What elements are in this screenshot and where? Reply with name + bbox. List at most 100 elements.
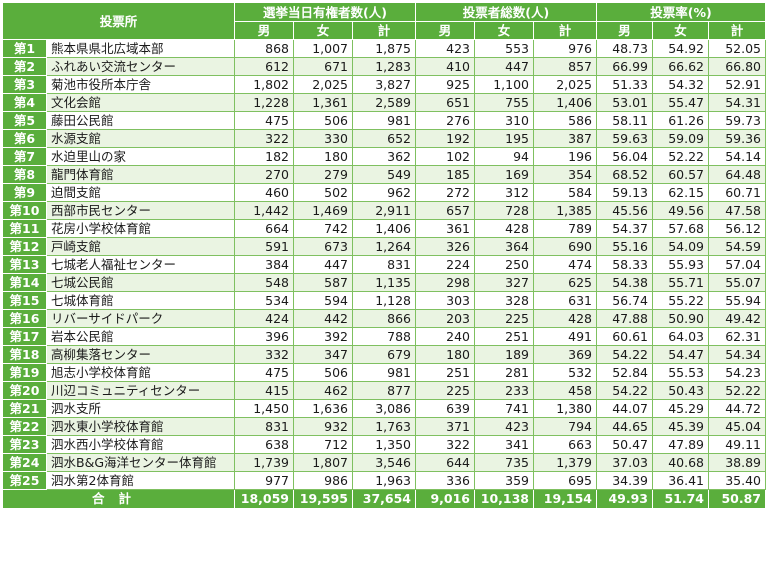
table-row: 第7 水迫里山の家 182 180 362 102 94 196 56.04 52.22 54.14 <box>2 147 767 166</box>
rate-total-cell: 49.42 <box>708 309 767 328</box>
station-number: 第13 <box>2 255 47 274</box>
station-name: 熊本県県北広域本部 <box>45 39 236 58</box>
voters-total-cell: 1,875 <box>352 39 417 58</box>
voters-male-cell: 1,739 <box>234 453 295 472</box>
table-row: 第16 リバーサイドパーク 424 442 866 203 225 428 47.88 50.90… <box>2 309 767 328</box>
rate-total-cell: 49.11 <box>708 435 767 454</box>
voters-total-cell: 788 <box>352 327 417 346</box>
station-name: 七城公民館 <box>45 273 236 292</box>
votes-male-cell: 251 <box>415 363 476 382</box>
voters-female-cell: 986 <box>293 471 354 490</box>
voters-female-cell: 742 <box>293 219 354 238</box>
voters-male-cell: 475 <box>234 363 295 382</box>
voters-total-cell: 679 <box>352 345 417 364</box>
table-body: 第1 熊本県県北広域本部 868 1,007 1,875 423 553 976 48.73 54… <box>2 39 767 490</box>
header-votes: 投票者総数(人) <box>415 2 598 22</box>
voters-total-cell: 831 <box>352 255 417 274</box>
voters-female-cell: 180 <box>293 147 354 166</box>
station-name: リバーサイドパーク <box>45 309 236 328</box>
header-rate: 投票率(%) <box>596 2 767 22</box>
totals-voters-female: 19,595 <box>293 489 354 509</box>
rate-female-cell: 50.90 <box>652 309 710 328</box>
rate-total-cell: 52.05 <box>708 39 767 58</box>
votes-female-cell: 741 <box>474 399 535 418</box>
station-number: 第20 <box>2 381 47 400</box>
header-place: 投票所 <box>1 2 236 40</box>
rate-total-cell: 59.73 <box>708 111 767 130</box>
votes-male-cell: 303 <box>415 291 476 310</box>
station-name: 花房小学校体育館 <box>45 219 236 238</box>
voters-female-cell: 1,469 <box>293 201 354 220</box>
rate-male-cell: 53.01 <box>596 93 654 112</box>
votes-male-cell: 925 <box>415 75 476 94</box>
rate-total-cell: 52.22 <box>708 381 767 400</box>
rate-total-cell: 38.89 <box>708 453 767 472</box>
rate-male-cell: 66.99 <box>596 57 654 76</box>
totals-voters-total: 37,654 <box>352 489 417 509</box>
station-number: 第16 <box>2 309 47 328</box>
station-number: 第25 <box>2 471 47 490</box>
votes-female-cell: 553 <box>474 39 535 58</box>
rate-male-cell: 68.52 <box>596 165 654 184</box>
rate-total-cell: 55.94 <box>708 291 767 310</box>
votes-total-cell: 690 <box>533 237 598 256</box>
voters-total-cell: 549 <box>352 165 417 184</box>
voters-male-cell: 1,442 <box>234 201 295 220</box>
voters-female-cell: 932 <box>293 417 354 436</box>
voters-male-cell: 1,802 <box>234 75 295 94</box>
station-name: 水迫里山の家 <box>45 147 236 166</box>
rate-female-cell: 59.09 <box>652 129 710 148</box>
voters-total-cell: 1,406 <box>352 219 417 238</box>
votes-female-cell: 1,100 <box>474 75 535 94</box>
station-name: 文化会館 <box>45 93 236 112</box>
voters-male-cell: 322 <box>234 129 295 148</box>
totals-rate-female: 51.74 <box>652 489 710 509</box>
voters-total-cell: 962 <box>352 183 417 202</box>
header-voters-female: 女 <box>293 21 354 40</box>
header-voters: 選挙当日有権者数(人) <box>234 2 417 22</box>
votes-male-cell: 224 <box>415 255 476 274</box>
votes-total-cell: 354 <box>533 165 598 184</box>
rate-male-cell: 45.56 <box>596 201 654 220</box>
station-name: 迫間支館 <box>45 183 236 202</box>
station-number: 第6 <box>2 129 47 148</box>
header-row-groups: 投票所 選挙当日有権者数(人) 投票者総数(人) 投票率(%) <box>1 2 767 40</box>
voters-female-cell: 442 <box>293 309 354 328</box>
station-number: 第4 <box>2 93 47 112</box>
votes-total-cell: 1,379 <box>533 453 598 472</box>
rate-male-cell: 50.47 <box>596 435 654 454</box>
votes-total-cell: 663 <box>533 435 598 454</box>
station-name: 西部市民センター <box>45 201 236 220</box>
station-number: 第19 <box>2 363 47 382</box>
rate-male-cell: 44.07 <box>596 399 654 418</box>
table-row: 第14 七城公民館 548 587 1,135 298 327 625 54.38 55.71 55… <box>2 273 767 292</box>
votes-male-cell: 326 <box>415 237 476 256</box>
table-row: 第10 西部市民センター 1,442 1,469 2,911 657 728 1,385 45.… <box>2 201 767 220</box>
voters-male-cell: 396 <box>234 327 295 346</box>
totals-rate-total: 50.87 <box>708 489 767 509</box>
voters-male-cell: 1,450 <box>234 399 295 418</box>
rate-total-cell: 52.91 <box>708 75 767 94</box>
voters-female-cell: 506 <box>293 111 354 130</box>
table-row: 第3 菊池市役所本庁舎 1,802 2,025 3,827 925 1,100 2,025 51… <box>2 75 767 94</box>
voters-female-cell: 2,025 <box>293 75 354 94</box>
rate-male-cell: 54.37 <box>596 219 654 238</box>
station-name: 高柳集落センター <box>45 345 236 364</box>
table-row: 第5 藤田公民館 475 506 981 276 310 586 58.11 61.26 59.73 <box>2 111 767 130</box>
votes-male-cell: 423 <box>415 39 476 58</box>
votes-total-cell: 1,380 <box>533 399 598 418</box>
station-name: 泗水東小学校体育館 <box>45 417 236 436</box>
rate-male-cell: 55.16 <box>596 237 654 256</box>
station-name: 藤田公民館 <box>45 111 236 130</box>
totals-votes-female: 10,138 <box>474 489 535 509</box>
header-voters-male: 男 <box>234 21 295 40</box>
rate-total-cell: 54.23 <box>708 363 767 382</box>
rate-female-cell: 62.15 <box>652 183 710 202</box>
votes-male-cell: 203 <box>415 309 476 328</box>
votes-male-cell: 371 <box>415 417 476 436</box>
voters-female-cell: 462 <box>293 381 354 400</box>
rate-female-cell: 55.22 <box>652 291 710 310</box>
station-number: 第3 <box>2 75 47 94</box>
turnout-table: 投票所 選挙当日有権者数(人) 投票者総数(人) 投票率(%) 男 女 計 男 … <box>1 2 767 509</box>
rate-total-cell: 66.80 <box>708 57 767 76</box>
